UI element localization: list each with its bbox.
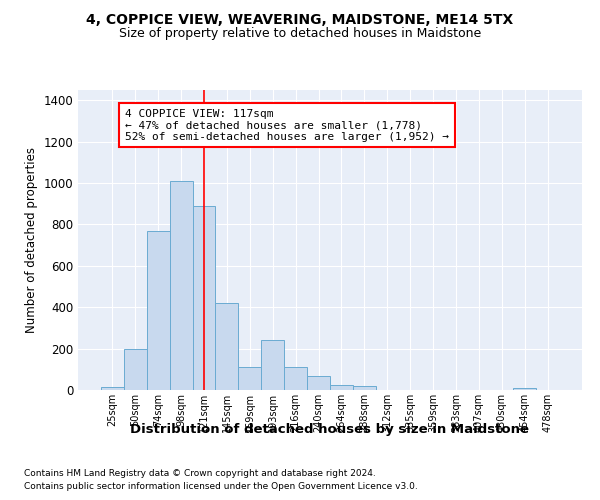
Bar (284, 367, 307, 390)
Bar (215, 303, 238, 390)
Text: 4 COPPICE VIEW: 117sqm
← 47% of detached houses are smaller (1,778)
52% of semi-: 4 COPPICE VIEW: 117sqm ← 47% of detached… (125, 108, 449, 142)
Bar (170, 181, 193, 390)
Bar (124, 348, 147, 390)
Text: Distribution of detached houses by size in Maidstone: Distribution of detached houses by size … (131, 422, 530, 436)
Bar (353, 386, 376, 390)
Y-axis label: Number of detached properties: Number of detached properties (25, 147, 38, 333)
Bar (147, 230, 170, 390)
Bar (261, 340, 284, 390)
Bar (101, 387, 124, 390)
Bar (513, 388, 536, 390)
Bar (307, 376, 330, 390)
Text: 4, COPPICE VIEW, WEAVERING, MAIDSTONE, ME14 5TX: 4, COPPICE VIEW, WEAVERING, MAIDSTONE, M… (86, 12, 514, 26)
Text: Size of property relative to detached houses in Maidstone: Size of property relative to detached ho… (119, 28, 481, 40)
Text: Contains HM Land Registry data © Crown copyright and database right 2024.: Contains HM Land Registry data © Crown c… (24, 468, 376, 477)
Bar (238, 367, 261, 390)
Text: Contains public sector information licensed under the Open Government Licence v3: Contains public sector information licen… (24, 482, 418, 491)
Bar (330, 385, 353, 390)
Bar (193, 206, 215, 390)
